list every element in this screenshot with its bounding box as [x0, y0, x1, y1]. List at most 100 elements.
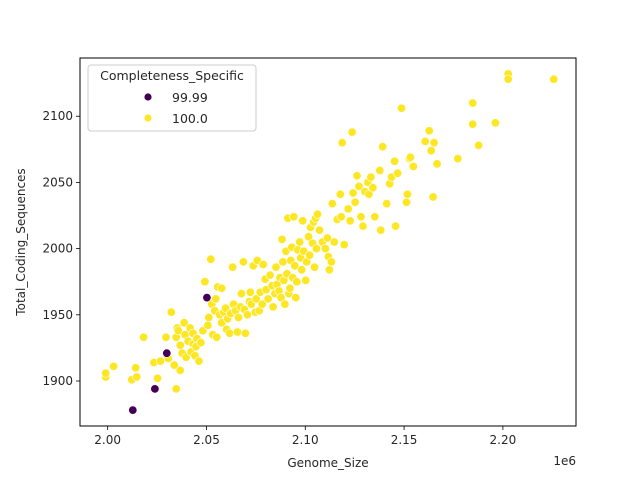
- legend-label-99-99: 99.99: [172, 90, 208, 105]
- data-point: [295, 237, 305, 247]
- data-point: [240, 328, 250, 338]
- data-point: [401, 197, 411, 207]
- data-point: [366, 172, 376, 182]
- data-point: [234, 312, 244, 322]
- data-point: [268, 302, 278, 312]
- data-point: [212, 332, 222, 342]
- data-point: [432, 159, 442, 169]
- data-point: [356, 212, 366, 222]
- data-point: [225, 328, 235, 338]
- data-point: [396, 103, 406, 113]
- data-point: [263, 294, 273, 304]
- y-tick-label: 1950: [42, 308, 73, 322]
- data-point: [376, 225, 386, 235]
- legend-marker-100-0: [144, 114, 152, 122]
- data-point: [292, 277, 302, 287]
- data-point: [289, 212, 299, 222]
- data-point: [358, 221, 368, 231]
- x-tick-label: 2.00: [94, 433, 121, 447]
- data-point: [310, 262, 320, 272]
- data-point: [345, 216, 355, 226]
- legend-marker-99-99: [144, 93, 152, 101]
- x-axis-ticks: 2.00 2.05 2.10 2.15 2.20: [94, 426, 516, 447]
- data-point: [290, 261, 300, 271]
- data-point: [324, 265, 334, 275]
- data-point: [375, 166, 385, 176]
- data-point: [200, 277, 210, 287]
- data-point: [166, 307, 176, 317]
- data-point: [291, 293, 301, 303]
- data-point: [242, 310, 252, 320]
- data-point: [196, 338, 206, 348]
- data-point: [298, 216, 308, 226]
- data-point: [549, 74, 559, 84]
- data-point: [233, 327, 243, 337]
- data-point: [343, 204, 353, 214]
- data-point: [251, 294, 261, 304]
- data-point: [382, 199, 392, 209]
- data-point: [503, 74, 513, 84]
- data-point: [161, 332, 171, 342]
- data-point: [370, 212, 380, 222]
- x-axis-label: Genome_Size: [287, 456, 368, 470]
- data-point: [155, 356, 165, 366]
- data-point: [390, 156, 400, 166]
- data-point: [228, 262, 238, 272]
- data-point: [277, 234, 287, 244]
- data-point: [326, 257, 336, 267]
- data-point: [173, 326, 183, 336]
- data-point: [280, 299, 290, 309]
- data-point: [109, 361, 119, 371]
- data-point: [354, 181, 364, 191]
- data-point: [368, 183, 378, 193]
- data-point: [352, 171, 362, 181]
- data-point: [278, 257, 288, 267]
- data-point: [175, 365, 185, 375]
- legend: Completeness_Specific 99.99 100.0: [87, 64, 257, 132]
- x-tick-label: 2.15: [391, 433, 418, 447]
- legend-label-100-0: 100.0: [172, 111, 208, 126]
- data-point: [101, 368, 111, 378]
- data-point: [348, 188, 358, 198]
- data-point: [236, 289, 246, 299]
- data-point: [265, 270, 275, 280]
- data-point: [364, 189, 374, 199]
- data-point: [171, 384, 181, 394]
- data-point: [312, 209, 322, 219]
- data-point: [305, 250, 315, 260]
- data-point: [276, 293, 286, 303]
- data-point: [301, 275, 311, 285]
- y-tick-label: 2100: [42, 109, 73, 123]
- y-axis-label: Total_Coding_Sequences: [14, 168, 28, 316]
- data-point: [453, 154, 463, 164]
- data-point: [429, 138, 439, 148]
- data-point: [391, 221, 401, 231]
- data-point: [336, 212, 346, 222]
- data-point: [211, 294, 221, 304]
- data-points: [101, 69, 559, 415]
- data-point: [169, 360, 179, 370]
- data-point: [162, 348, 172, 358]
- data-point: [320, 244, 330, 254]
- data-point: [217, 283, 227, 293]
- data-point: [179, 318, 189, 328]
- data-point: [405, 152, 415, 162]
- data-point: [335, 189, 345, 199]
- data-point: [426, 146, 436, 156]
- data-point: [297, 265, 307, 275]
- data-point: [132, 372, 142, 382]
- data-point: [327, 199, 337, 209]
- data-point: [322, 233, 332, 243]
- data-point: [424, 126, 434, 136]
- data-point: [468, 98, 478, 108]
- data-point: [350, 197, 360, 207]
- y-tick-label: 1900: [42, 374, 73, 388]
- data-point: [245, 287, 255, 297]
- data-point: [378, 142, 388, 152]
- data-point: [304, 232, 314, 242]
- data-point: [420, 136, 430, 146]
- legend-box: [87, 64, 257, 132]
- data-point: [202, 293, 212, 303]
- x-axis-offset-label: 1e6: [553, 454, 576, 468]
